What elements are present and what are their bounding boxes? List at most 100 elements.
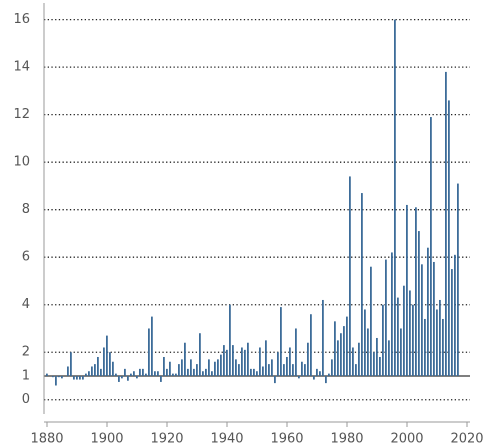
bar xyxy=(292,364,294,376)
x-tick-label: 1880 xyxy=(30,432,63,446)
bar xyxy=(430,117,432,376)
bar xyxy=(439,299,441,376)
bar xyxy=(277,352,279,376)
bar xyxy=(280,307,282,376)
bar xyxy=(196,364,198,376)
bar xyxy=(424,318,426,376)
bar xyxy=(421,264,423,376)
bar xyxy=(379,356,381,376)
bar xyxy=(187,368,189,376)
bar xyxy=(133,371,135,376)
bar xyxy=(199,333,201,376)
bar xyxy=(442,318,444,376)
bar xyxy=(238,364,240,376)
bar xyxy=(163,356,165,376)
bar xyxy=(169,361,171,376)
bar xyxy=(256,371,258,376)
bar xyxy=(55,375,57,386)
bar xyxy=(223,345,225,376)
bar xyxy=(433,261,435,376)
y-tick-label: 6 xyxy=(22,250,30,265)
bar xyxy=(208,359,210,376)
bar xyxy=(391,252,393,376)
bar xyxy=(400,328,402,376)
bar xyxy=(343,326,345,376)
y-tick-label: 8 xyxy=(22,202,30,217)
bar xyxy=(367,328,369,376)
bar xyxy=(262,366,264,376)
bar xyxy=(271,359,273,376)
bar xyxy=(253,368,255,376)
bar xyxy=(313,375,315,380)
bar xyxy=(193,368,195,376)
bar xyxy=(397,297,399,376)
bar xyxy=(151,316,153,376)
bar xyxy=(283,364,285,376)
bar xyxy=(409,290,411,376)
bar xyxy=(355,364,357,376)
bar xyxy=(184,342,186,376)
bar xyxy=(337,340,339,376)
bar xyxy=(121,375,123,379)
y-tick-label: 1 xyxy=(22,368,30,383)
bar xyxy=(115,373,117,376)
bar xyxy=(154,371,156,376)
bar xyxy=(361,193,363,376)
bar xyxy=(445,71,447,376)
bar xyxy=(412,304,414,376)
y-tick-label: 16 xyxy=(13,12,30,27)
bar xyxy=(103,347,105,376)
bar xyxy=(148,328,150,376)
bar xyxy=(385,259,387,376)
bar xyxy=(235,359,237,376)
bar xyxy=(106,335,108,376)
bar xyxy=(307,342,309,376)
bar xyxy=(454,254,456,376)
bar xyxy=(85,373,87,376)
bar xyxy=(334,321,336,376)
bar xyxy=(247,342,249,376)
bar xyxy=(160,375,162,382)
bar xyxy=(376,337,378,376)
bar xyxy=(91,366,93,376)
bar xyxy=(301,361,303,376)
bar xyxy=(214,361,216,376)
bar xyxy=(370,266,372,376)
bar xyxy=(298,375,300,379)
bar xyxy=(241,347,243,376)
bar xyxy=(130,373,132,376)
bar xyxy=(322,299,324,376)
y-tick-label: 0 xyxy=(22,392,30,407)
bar xyxy=(202,371,204,376)
bar xyxy=(358,342,360,376)
bar xyxy=(352,347,354,376)
bar xyxy=(112,361,114,376)
bar xyxy=(448,100,450,376)
bar xyxy=(244,349,246,376)
bar xyxy=(268,364,270,376)
bar xyxy=(178,364,180,376)
bar xyxy=(310,314,312,376)
y-tick-label: 4 xyxy=(22,297,30,312)
bar xyxy=(232,345,234,376)
bar xyxy=(403,285,405,376)
bar xyxy=(67,366,69,376)
x-tick-label: 1940 xyxy=(210,432,243,446)
bar xyxy=(382,304,384,376)
bar xyxy=(457,183,459,376)
bar xyxy=(46,373,48,376)
bar xyxy=(190,359,192,376)
bar xyxy=(427,247,429,376)
bar xyxy=(274,375,276,384)
bar xyxy=(349,176,351,376)
bar xyxy=(289,347,291,376)
bar xyxy=(373,352,375,376)
x-tick-label: 2020 xyxy=(450,432,483,446)
bar xyxy=(94,364,96,376)
x-tick-label: 1960 xyxy=(270,432,303,446)
bar xyxy=(340,333,342,376)
bar xyxy=(175,373,177,376)
bar xyxy=(418,231,420,376)
x-tick-label: 2000 xyxy=(390,432,423,446)
